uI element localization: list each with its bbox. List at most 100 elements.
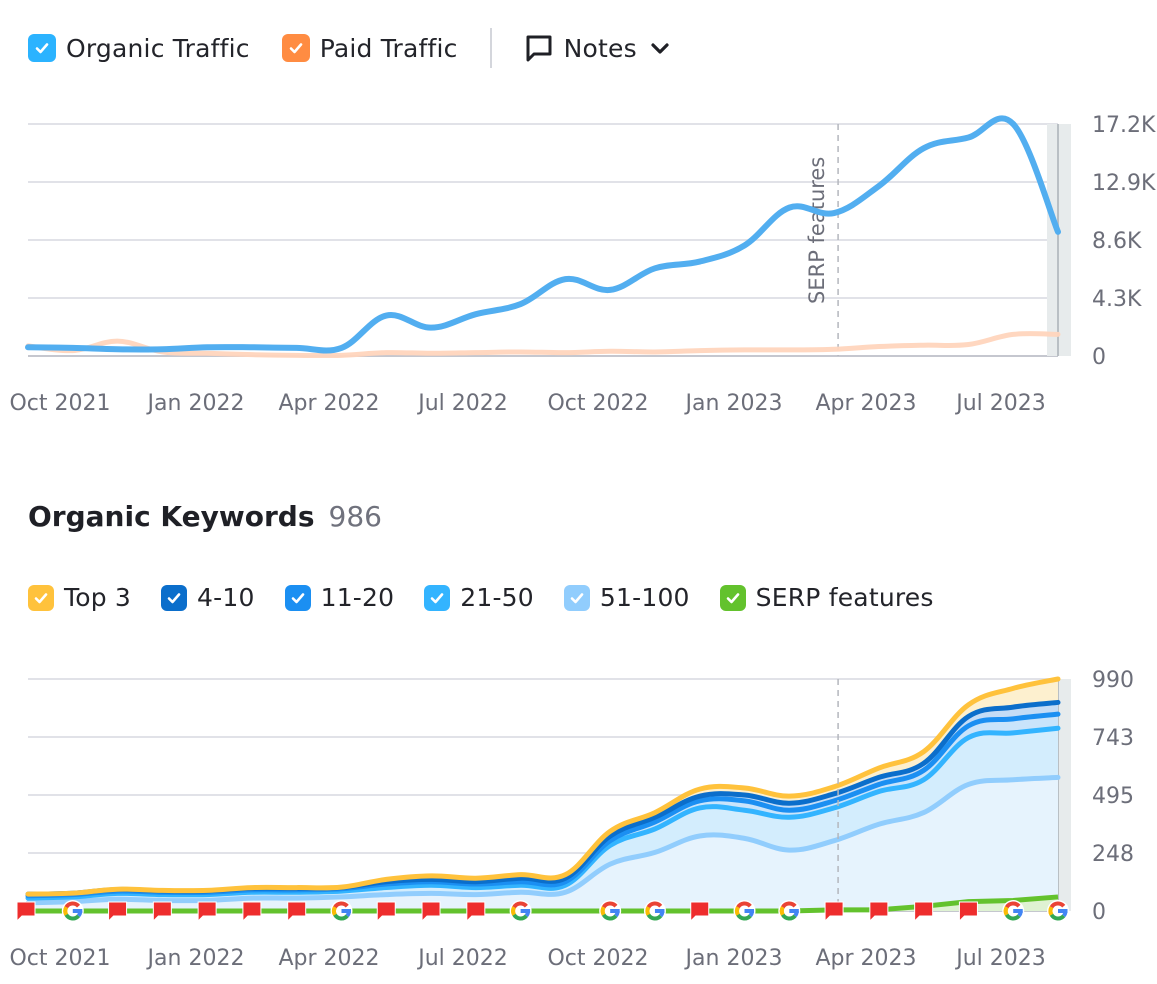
- g-green: [781, 913, 797, 921]
- legend-51-100[interactable]: 51-100: [563, 583, 690, 612]
- flag-shape: [108, 901, 128, 923]
- x-tick-label: Oct 2022: [547, 946, 648, 971]
- flag-shape: [824, 901, 844, 923]
- x-tick-label: Jan 2023: [684, 391, 783, 416]
- g-green: [601, 913, 618, 921]
- y-tick-label: 743: [1092, 726, 1134, 751]
- x-tick-label: Jan 2023: [684, 946, 783, 971]
- g-bar: [1058, 909, 1068, 913]
- g-bar: [610, 909, 620, 913]
- g-yellow2: [735, 906, 740, 916]
- keywords-legend: Top 3 4-10 11-20 21-50 51-100 SERP featu…: [28, 583, 964, 612]
- g-green: [1049, 913, 1066, 921]
- flag-icon: [108, 901, 128, 923]
- g-yellow2: [331, 906, 337, 916]
- check-icon: [726, 592, 739, 603]
- g-red: [781, 901, 797, 909]
- check-icon: [430, 592, 444, 603]
- g-green: [333, 913, 349, 921]
- legend-serp-features[interactable]: SERP features: [719, 583, 934, 612]
- y-tick-label: 4.3K: [1092, 287, 1142, 312]
- area-fill-0: [28, 777, 1058, 911]
- x-tick-label: Apr 2022: [278, 946, 379, 971]
- y-tick-label: 248: [1092, 842, 1134, 867]
- x-tick-label: Jul 2022: [416, 946, 508, 971]
- google-icon: [643, 900, 666, 922]
- x-tick-label: Oct 2021: [9, 391, 110, 416]
- annotation-label: SERP features: [805, 157, 829, 304]
- notes-label: Notes: [563, 33, 637, 63]
- flag-shape: [242, 901, 262, 923]
- check-icon: [289, 43, 302, 54]
- traffic-chart[interactable]: 0 4.3K 8.6K 12.9K 17.2K Oct 2021 Jan 2022 Apr 2…: [0, 0, 1157, 430]
- check-icon: [291, 592, 304, 603]
- legend-21-50[interactable]: 21-50: [424, 583, 534, 612]
- checkbox-51-100[interactable]: [563, 584, 590, 611]
- legend-11-20[interactable]: 11-20: [284, 583, 395, 612]
- checkbox-4-10[interactable]: [161, 584, 188, 611]
- y-tick-label: 12.9K: [1092, 171, 1156, 196]
- serp-area: [28, 896, 1058, 911]
- legend-divider: [489, 28, 492, 68]
- google-icon: [1002, 900, 1025, 922]
- checkbox-top-3[interactable]: [28, 584, 54, 611]
- y-tick-label: 0: [1092, 900, 1106, 925]
- keywords-title: Organic Keywords 986: [28, 500, 382, 533]
- google-icon: [733, 900, 756, 922]
- check-icon: [167, 592, 181, 603]
- checkbox-21-50[interactable]: [424, 584, 451, 611]
- flag-shape: [152, 901, 172, 923]
- google-icon: [330, 900, 353, 922]
- legend-top-3[interactable]: Top 3: [28, 583, 131, 612]
- flag-icon: [869, 901, 889, 923]
- chevron-down-icon: [651, 43, 669, 54]
- flag-icon: [466, 901, 486, 923]
- g-bar: [72, 909, 83, 913]
- g-yellow2: [1048, 906, 1054, 916]
- legend-label: 51-100: [599, 583, 690, 612]
- check-icon: [35, 43, 49, 54]
- g-yellow2: [600, 906, 606, 916]
- google-icon: [1047, 900, 1069, 922]
- series-line-paid-traffic: [25, 331, 1061, 359]
- g-red: [736, 901, 752, 909]
- y-tick-label: 0: [1092, 345, 1106, 370]
- legend-4-10[interactable]: 4-10: [161, 583, 255, 612]
- google-icon: [61, 900, 84, 922]
- checkbox-serp-features[interactable]: [719, 584, 746, 611]
- y-tick-label: 495: [1092, 784, 1134, 809]
- x-tick-label: Oct 2022: [547, 391, 648, 416]
- flag-icon: [152, 901, 172, 923]
- g-bar: [789, 909, 799, 913]
- g-bar: [654, 909, 665, 913]
- g-yellow2: [63, 906, 69, 916]
- legend-label: 11-20: [320, 583, 395, 612]
- checkbox-paid-traffic[interactable]: [281, 34, 310, 62]
- flag-shape: [376, 901, 396, 923]
- series-line-0: [25, 774, 1061, 906]
- flag-icon: [958, 901, 978, 923]
- keywords-title-text: Organic Keywords: [28, 500, 315, 533]
- check-icon: [34, 592, 48, 603]
- g-bar: [1013, 909, 1023, 913]
- traffic-legend: Organic Traffic Paid Traffic Notes: [28, 28, 671, 68]
- flag-shape: [914, 901, 934, 923]
- series-line-4: [25, 676, 1061, 897]
- g-bar: [520, 909, 531, 913]
- flag-shape: [690, 901, 710, 923]
- g-red: [601, 901, 618, 909]
- check-icon: [570, 592, 584, 603]
- x-tick-label: Apr 2023: [815, 391, 916, 416]
- g-yellow2: [1003, 906, 1009, 916]
- flag-icon: [242, 901, 262, 923]
- checkbox-11-20[interactable]: [284, 584, 311, 611]
- notes-dropdown[interactable]: Notes: [524, 33, 671, 63]
- g-red: [646, 901, 663, 909]
- checkbox-organic-traffic[interactable]: [28, 34, 56, 62]
- legend-label: 21-50: [460, 583, 534, 612]
- legend-organic-traffic[interactable]: Organic Traffic: [28, 34, 250, 63]
- g-red: [333, 901, 349, 909]
- x-tick-label: Jan 2022: [146, 946, 245, 971]
- legend-paid-traffic[interactable]: Paid Traffic: [281, 34, 458, 63]
